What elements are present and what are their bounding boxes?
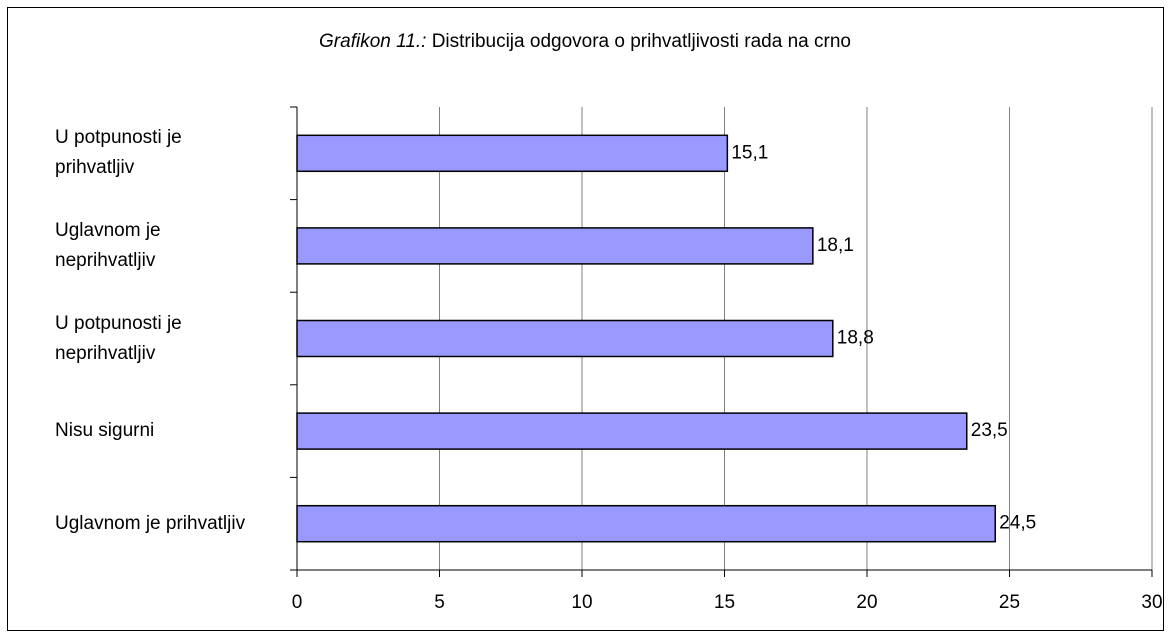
title-label: Grafikon 11.: xyxy=(319,31,426,52)
data-label: 23,5 xyxy=(971,420,1008,441)
category-label-wrap: Uglavnom je prihvatljiv xyxy=(55,489,265,559)
x-tick-label: 20 xyxy=(856,592,877,613)
y-tick-label: Nisu sigurni xyxy=(55,420,155,442)
y-tick-label: U potpunosti je neprihvatljiv xyxy=(55,312,182,364)
category-label-box: Nisu sigurni xyxy=(55,396,265,466)
x-tick-label: 5 xyxy=(434,592,445,613)
bar xyxy=(296,227,814,265)
x-tick-label: 0 xyxy=(292,592,303,613)
bar xyxy=(296,319,834,358)
data-label: 18,1 xyxy=(817,235,854,256)
bar xyxy=(296,412,968,450)
title-text: Distribucija odgovora o prihvatljivosti … xyxy=(432,31,851,52)
category-label-box: U potpunosti je neprihvatljiv xyxy=(55,304,265,374)
category-label-wrap: U potpunosti je prihvatljiv xyxy=(55,118,265,188)
category-label-box: Uglavnom je neprihvatljiv xyxy=(55,211,265,281)
data-label: 18,8 xyxy=(837,328,874,349)
category-label-wrap: U potpunosti je neprihvatljiv xyxy=(55,304,265,374)
bar xyxy=(296,504,996,543)
x-tick-label: 30 xyxy=(1141,592,1162,613)
x-tick-label: 15 xyxy=(714,592,735,613)
data-label: 24,5 xyxy=(999,513,1036,534)
chart-title: Grafikon 11.: Distribucija odgovora o pr… xyxy=(319,31,851,52)
category-label-box: Uglavnom je prihvatljiv xyxy=(55,489,265,559)
y-tick-label: Uglavnom je neprihvatljiv xyxy=(55,219,161,271)
y-tick-label: U potpunosti je prihvatljiv xyxy=(55,127,182,179)
x-tick-label: 10 xyxy=(571,592,592,613)
category-label-box: U potpunosti je prihvatljiv xyxy=(55,118,265,188)
x-tick-label: 25 xyxy=(999,592,1020,613)
y-tick-label: Uglavnom je prihvatljiv xyxy=(55,512,246,534)
category-label-wrap: Nisu sigurni xyxy=(55,396,265,466)
data-label: 15,1 xyxy=(731,142,768,163)
category-label-wrap: Uglavnom je neprihvatljiv xyxy=(55,211,265,281)
bar xyxy=(296,134,729,173)
